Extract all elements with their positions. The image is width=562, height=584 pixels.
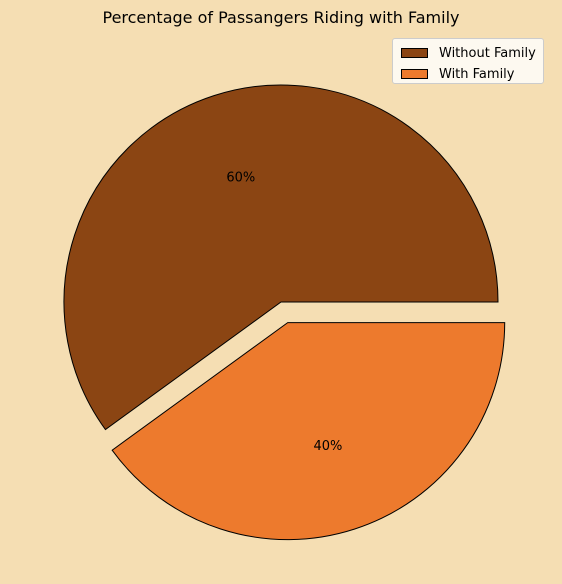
legend-label-with-family: With Family	[439, 66, 515, 82]
pie-slice-without-family	[63, 84, 499, 431]
legend-swatch-with-family	[401, 69, 428, 79]
legend-item-without-family: Without Family	[401, 44, 536, 62]
legend: Without Family With Family	[392, 38, 544, 84]
pie-label-without-family: 60%	[226, 171, 255, 186]
chart-title: Percentage of Passangers Riding with Fam…	[102, 8, 460, 27]
legend-item-with-family: With Family	[401, 65, 535, 83]
pie-slice-with-family	[111, 322, 506, 541]
legend-label-without-family: Without Family	[439, 45, 536, 61]
pie-label-with-family: 40%	[313, 439, 342, 454]
legend-swatch-without-family	[401, 48, 428, 58]
